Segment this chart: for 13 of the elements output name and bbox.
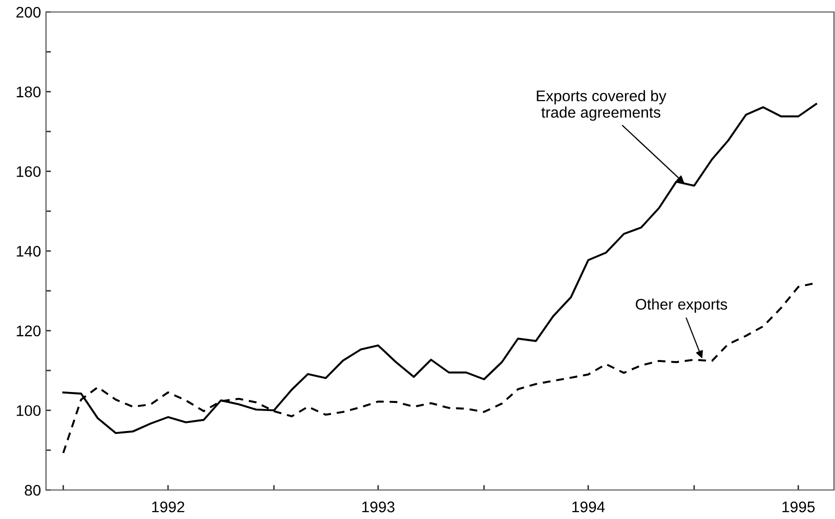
y-tick-label: 200 [16,6,41,18]
annotation: Other exports [636,298,728,313]
x-tick-label: 1994 [572,502,605,512]
annotation: Exports covered by trade agreements [536,90,666,121]
y-tick-label: 80 [24,484,41,496]
y-tick-label: 160 [16,166,41,178]
x-tick-label: 1993 [362,502,394,512]
y-tick-label: 100 [16,405,41,416]
y-tick-label: 140 [16,246,41,257]
y-tick-label: 180 [16,86,41,98]
y-tick-label: 120 [16,326,41,336]
x-tick-label: 1992 [152,502,184,512]
x-tick-label: 1995 [782,502,815,512]
